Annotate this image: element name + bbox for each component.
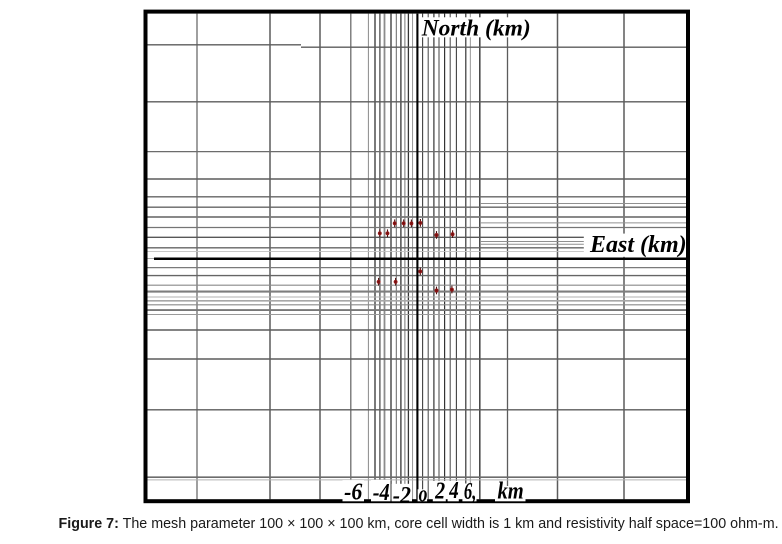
svg-text:-2: -2 [393,483,411,509]
svg-text:-4: -4 [373,480,390,506]
svg-text:East (km): East (km) [589,232,687,258]
svg-text:4: 4 [448,478,458,504]
svg-text:2: 2 [434,478,445,504]
svg-text:o: o [419,481,428,507]
svg-text:-6: -6 [344,480,362,506]
svg-text:km: km [498,479,524,505]
svg-text:North (km): North (km) [421,16,531,42]
svg-text:6,: 6, [464,479,477,505]
